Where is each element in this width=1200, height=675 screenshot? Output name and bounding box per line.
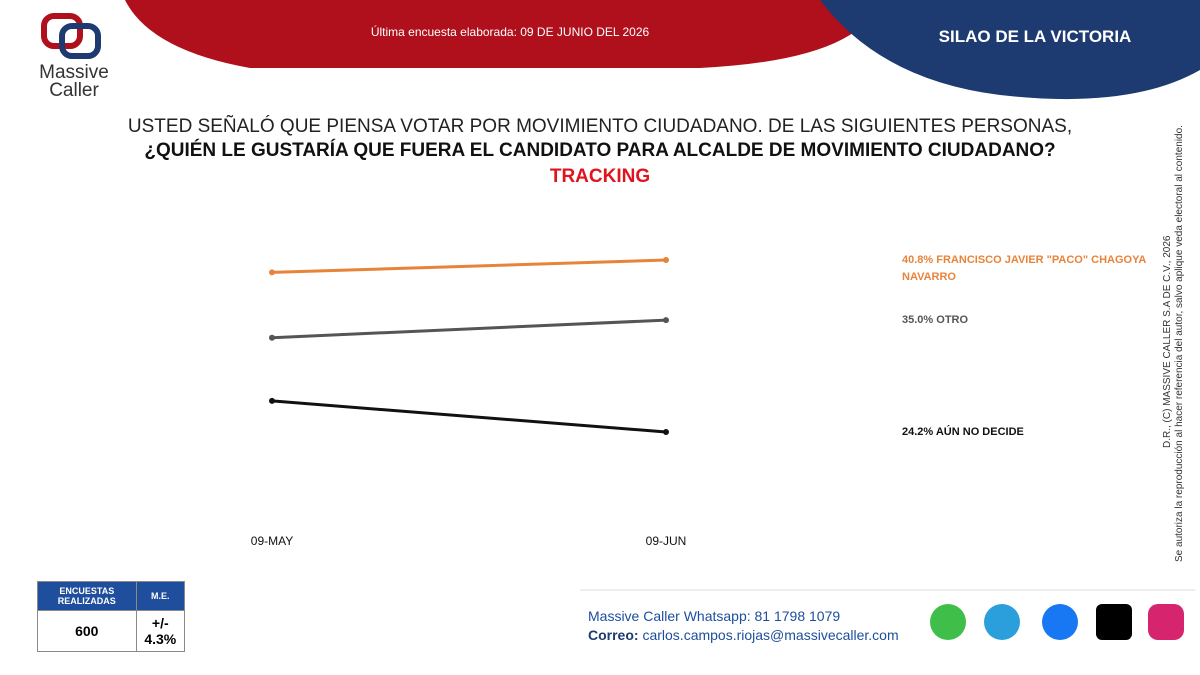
table-header: ENCUESTAS REALIZADAS xyxy=(37,581,137,611)
legend-name: AÚN NO DECIDE xyxy=(935,426,1024,438)
logo-brand-sub: Caller xyxy=(49,80,99,101)
logo-icon xyxy=(41,13,101,59)
value-label: 40.8% xyxy=(902,254,934,266)
legend-name: FRANCISCO JAVIER "PACO" CHAGOYA NAVARRO xyxy=(902,254,1146,283)
value-label: 24.2% xyxy=(902,426,934,438)
point xyxy=(663,317,669,324)
series-label: 35.0% OTRO xyxy=(902,312,1192,329)
copyright-2: Se autoriza la reproducción al hacer ref… xyxy=(1174,125,1185,562)
header-swoosh xyxy=(125,0,880,68)
series-label: 24.2% AÚN NO DECIDE xyxy=(902,424,1192,441)
stats-table: ENCUESTAS REALIZADAS M.E. 600 +/- 4.3% xyxy=(37,581,186,652)
point xyxy=(663,429,669,435)
copyright-1: D.R., (C) MASSIVE CALLER S.A DE C.V., 20… xyxy=(1162,235,1173,448)
table-cell: +/- 4.3% xyxy=(135,610,186,652)
header-blue xyxy=(820,0,1200,100)
place: SILAO DE LA VICTORIA xyxy=(939,27,1132,46)
series-line xyxy=(271,399,667,434)
table-cell: 600 xyxy=(37,610,137,652)
series-label: 40.8% FRANCISCO JAVIER "PACO" CHAGOYA NA… xyxy=(902,252,1192,286)
email: carlos.campos.riojas@massivecaller.com xyxy=(642,627,898,643)
point xyxy=(269,334,275,341)
whatsapp-icon[interactable] xyxy=(930,604,966,640)
x-tick-label: 09-MAY xyxy=(251,534,293,548)
legend-name: OTRO xyxy=(936,314,969,327)
logo-brand: Massive xyxy=(39,62,109,83)
email-line: Correo: carlos.campos.riojas@massivecall… xyxy=(588,627,899,643)
chart-subtitle: ¿QUIÉN LE GUSTARÍA QUE FUERA EL CANDIDAT… xyxy=(144,139,1055,161)
series-line xyxy=(271,318,667,340)
table-header: M.E. xyxy=(135,581,186,611)
value-label: 35.0% xyxy=(902,314,934,327)
point xyxy=(269,397,275,404)
annotation: TRACKING xyxy=(550,166,650,187)
email-label: Correo: xyxy=(588,627,639,643)
survey-date: Última encuesta elaborada: 09 DE JUNIO D… xyxy=(371,24,650,39)
series-line xyxy=(271,258,667,274)
facebook-icon[interactable] xyxy=(1042,604,1078,640)
x-icon[interactable] xyxy=(1096,604,1132,640)
point xyxy=(663,257,669,263)
point xyxy=(269,269,275,276)
whatsapp: Massive Caller Whatsapp: 81 1798 1079 xyxy=(588,608,840,624)
telegram-icon[interactable] xyxy=(984,604,1020,640)
chart-title: USTED SEÑALÓ QUE PIENSA VOTAR POR MOVIMI… xyxy=(128,115,1072,137)
instagram-icon[interactable] xyxy=(1148,604,1184,640)
x-tick-label: 09-JUN xyxy=(646,534,687,548)
